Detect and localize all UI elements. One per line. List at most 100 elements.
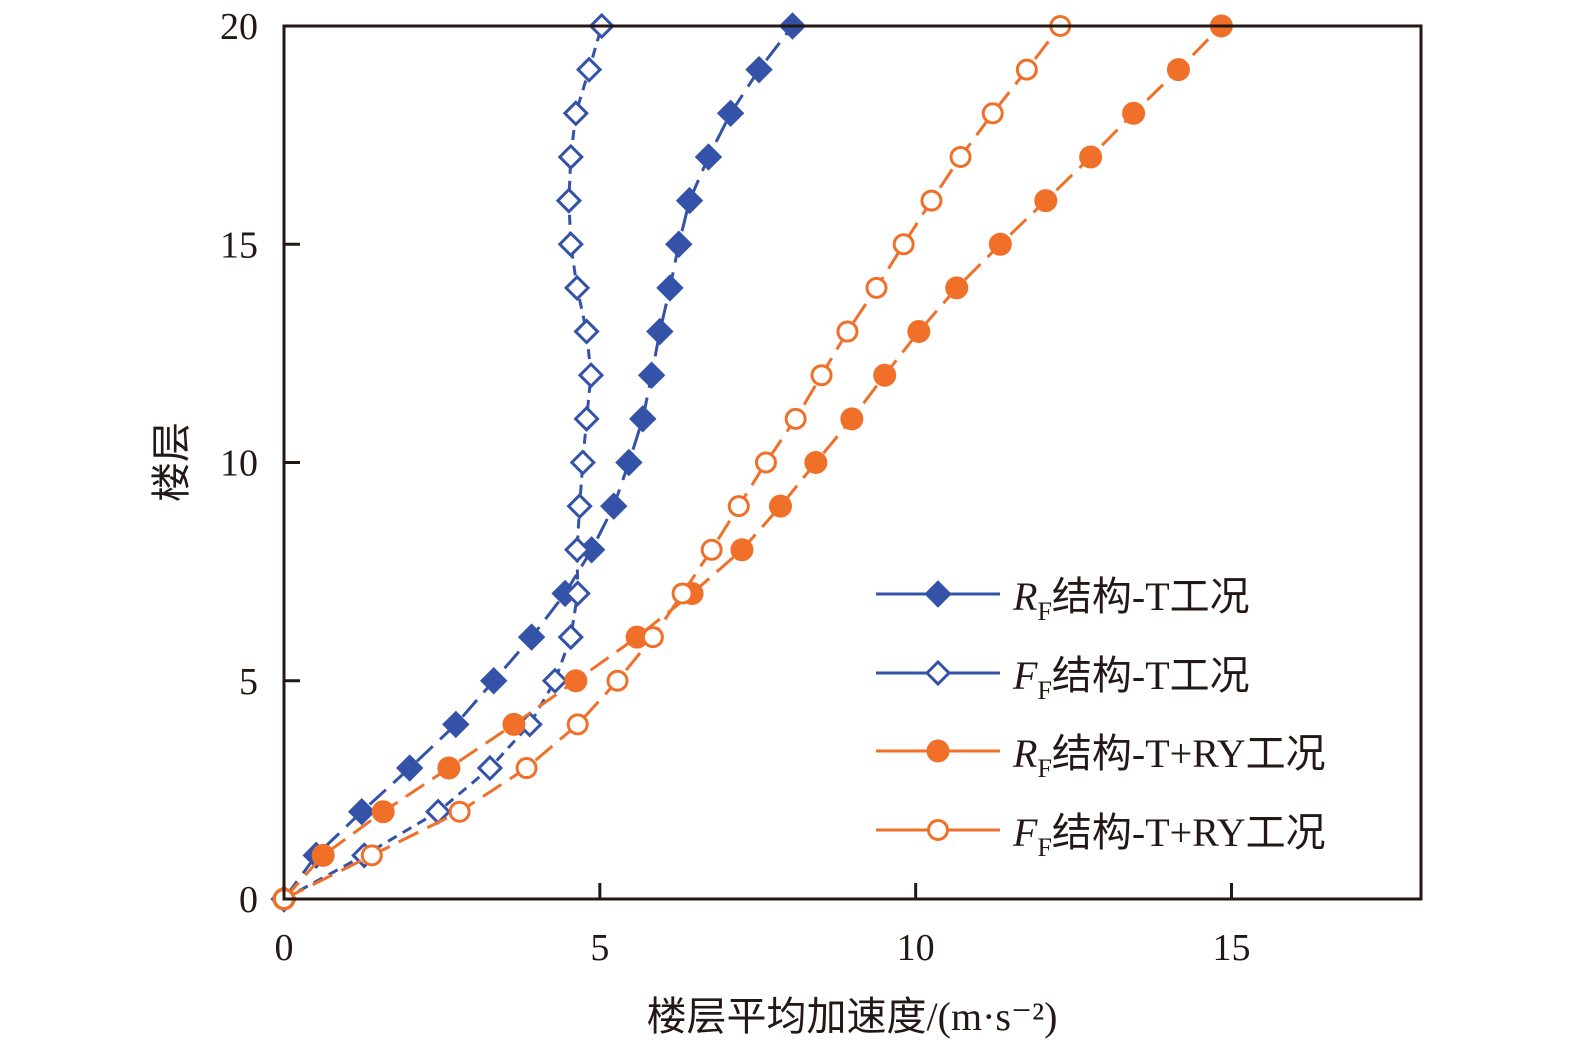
legend-symbol: F xyxy=(1012,810,1038,855)
legend-symbol: R xyxy=(1012,574,1037,619)
x-axis-title: 楼层平均加速度/(m·s⁻²) xyxy=(647,994,1058,1039)
circle-marker xyxy=(873,363,897,387)
circle-marker xyxy=(907,320,931,344)
diamond-marker xyxy=(629,405,657,433)
y-tick-label: 10 xyxy=(220,443,258,485)
circle-marker xyxy=(671,582,694,605)
circle-marker xyxy=(1015,58,1038,81)
diamond-marker xyxy=(637,361,666,389)
series-line xyxy=(283,25,604,901)
circle-marker xyxy=(981,102,1004,125)
legend-item-3: RF结构-T+RY工况 xyxy=(876,731,1326,783)
circle-marker xyxy=(371,800,395,824)
diamond-marker xyxy=(569,449,596,476)
circle-marker xyxy=(926,739,950,763)
diamond-marker xyxy=(577,362,605,389)
diamond-marker xyxy=(557,623,584,651)
legend-label: RF结构-T工况 xyxy=(1012,574,1250,626)
diamond-marker xyxy=(557,143,584,171)
y-tick-label: 15 xyxy=(220,224,258,266)
circle-marker xyxy=(804,451,828,474)
circle-marker xyxy=(1122,101,1146,125)
diamond-marker xyxy=(480,667,508,695)
circle-marker xyxy=(927,819,949,841)
circle-marker xyxy=(840,407,864,431)
legend-item-1: RF结构-T工况 xyxy=(876,574,1250,626)
diamond-marker xyxy=(517,623,546,651)
circle-marker xyxy=(768,494,792,518)
diamond-marker xyxy=(745,55,773,84)
series-layer xyxy=(270,12,1233,913)
diamond-marker xyxy=(656,274,684,302)
circle-marker xyxy=(945,276,969,300)
circle-marker xyxy=(836,320,859,343)
circle-marker xyxy=(641,626,664,649)
series-1 xyxy=(270,12,807,913)
circle-marker xyxy=(1079,145,1103,169)
diamond-marker xyxy=(573,405,600,432)
circle-marker xyxy=(920,189,943,212)
x-tick-label: 10 xyxy=(897,927,935,969)
diamond-marker xyxy=(600,492,628,520)
legend-text: 结构-T工况 xyxy=(1052,574,1250,619)
legend-symbol: F xyxy=(1012,653,1038,698)
legend-text: 结构-T+RY工况 xyxy=(1052,810,1326,855)
diamond-marker xyxy=(555,187,583,214)
circle-marker xyxy=(865,276,888,299)
diamond-marker xyxy=(395,754,424,782)
legend-label: RF结构-T+RY工况 xyxy=(1012,731,1326,783)
circle-marker xyxy=(988,232,1012,256)
circle-marker xyxy=(949,145,972,168)
circle-marker xyxy=(311,843,335,867)
series-line xyxy=(283,25,1062,901)
circle-marker xyxy=(727,495,750,518)
x-tick-label: 15 xyxy=(1213,927,1251,969)
diamond-marker xyxy=(716,99,745,128)
legend-subscript: F xyxy=(1037,754,1051,783)
series-4 xyxy=(273,15,1072,910)
circle-marker xyxy=(448,800,471,823)
circle-marker xyxy=(566,713,589,736)
legend-label: FF结构-T工况 xyxy=(1012,653,1250,705)
legend-item-4: FF结构-T+RY工况 xyxy=(876,810,1326,862)
legend-text: 结构-T+RY工况 xyxy=(1052,731,1326,776)
diamond-marker xyxy=(564,580,591,607)
diamond-marker xyxy=(575,56,603,83)
circle-marker xyxy=(502,712,526,736)
diamond-marker xyxy=(675,186,704,215)
legend-symbol: R xyxy=(1012,731,1037,776)
diamond-marker xyxy=(563,536,591,563)
circle-marker xyxy=(437,756,461,780)
diamond-marker xyxy=(347,797,376,826)
legend-text: 结构-T工况 xyxy=(1052,653,1250,698)
circle-marker xyxy=(810,364,833,387)
circle-marker xyxy=(784,407,807,430)
circle-marker xyxy=(360,844,383,867)
diamond-marker xyxy=(476,754,504,782)
diamond-marker xyxy=(694,143,723,171)
circle-marker xyxy=(700,538,723,561)
diamond-marker xyxy=(573,318,600,345)
diamond-marker xyxy=(562,100,589,127)
x-tick-label: 5 xyxy=(590,927,609,969)
y-tick-label: 5 xyxy=(239,661,258,703)
circle-marker xyxy=(892,233,915,256)
diamond-marker xyxy=(646,317,674,346)
circle-marker xyxy=(564,669,588,693)
y-tick-label: 0 xyxy=(239,879,258,921)
legend-subscript: F xyxy=(1037,597,1051,626)
y-tick-label: 20 xyxy=(220,6,258,48)
diamond-marker xyxy=(615,448,643,477)
legend-subscript: F xyxy=(1037,676,1051,705)
legend-subscript: F xyxy=(1037,833,1051,862)
diamond-marker xyxy=(566,493,593,520)
diamond-marker xyxy=(563,274,591,302)
legend-item-2: FF结构-T工况 xyxy=(876,653,1250,705)
circle-marker xyxy=(754,451,777,474)
x-tick-label: 0 xyxy=(275,927,294,969)
circle-marker xyxy=(730,538,754,562)
legend-label: FF结构-T+RY工况 xyxy=(1012,810,1326,862)
diamond-marker xyxy=(541,667,569,694)
